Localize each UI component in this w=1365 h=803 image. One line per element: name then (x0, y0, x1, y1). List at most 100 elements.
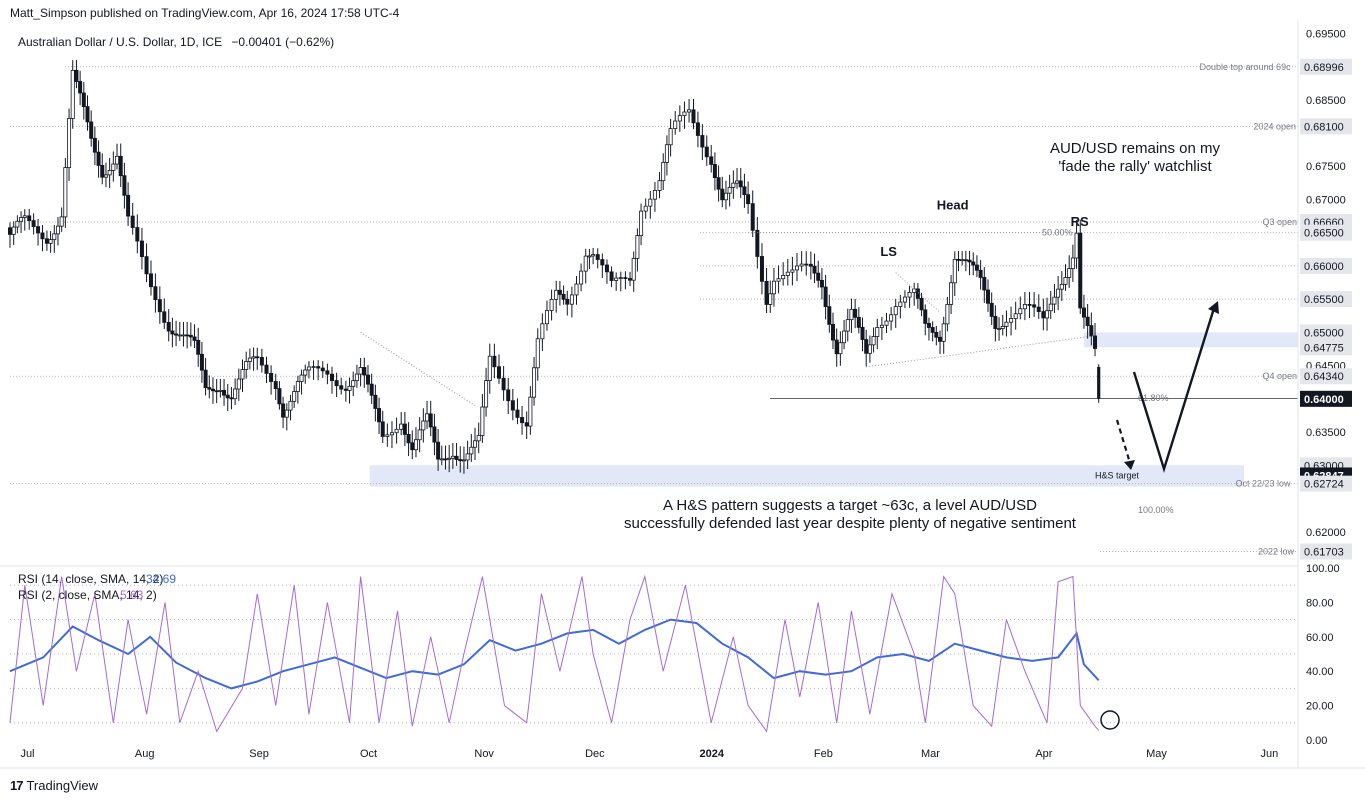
candle[interactable] (971, 252, 976, 276)
tradingview-logo[interactable]: 17 TradingView (10, 778, 98, 793)
candle[interactable] (410, 430, 415, 460)
candle[interactable] (657, 171, 662, 199)
candle[interactable] (652, 181, 657, 212)
candle[interactable] (554, 280, 559, 313)
candle[interactable] (394, 417, 399, 444)
candle[interactable] (11, 221, 16, 246)
candle[interactable] (755, 217, 760, 269)
candle[interactable] (849, 298, 854, 333)
candle[interactable] (199, 341, 204, 383)
candle[interactable] (1013, 301, 1018, 330)
candle[interactable] (402, 411, 407, 447)
candle[interactable] (450, 442, 455, 469)
candle[interactable] (557, 281, 562, 306)
candle[interactable] (804, 251, 809, 276)
candle[interactable] (934, 325, 939, 346)
candle[interactable] (207, 375, 212, 399)
candle[interactable] (771, 267, 776, 307)
candle[interactable] (635, 228, 640, 272)
candle[interactable] (92, 126, 97, 166)
candle[interactable] (85, 95, 90, 131)
candle[interactable] (281, 396, 286, 429)
candle[interactable] (373, 384, 378, 422)
candle[interactable] (380, 410, 385, 444)
candle[interactable] (614, 272, 619, 291)
candle[interactable] (808, 251, 813, 280)
candle[interactable] (139, 227, 144, 270)
candle[interactable] (750, 190, 755, 238)
candle[interactable] (746, 181, 751, 214)
candle[interactable] (15, 215, 20, 234)
candle[interactable] (742, 173, 747, 208)
candle[interactable] (735, 168, 740, 189)
candle[interactable] (320, 361, 325, 378)
candle[interactable] (78, 70, 83, 106)
candle[interactable] (723, 180, 728, 210)
candle[interactable] (170, 317, 175, 348)
candle[interactable] (912, 282, 917, 306)
candle[interactable] (790, 256, 795, 286)
candle[interactable] (1027, 291, 1032, 319)
candle[interactable] (956, 251, 961, 272)
candle[interactable] (845, 308, 850, 342)
candle[interactable] (413, 427, 418, 458)
candle[interactable] (709, 144, 714, 173)
candle[interactable] (989, 292, 994, 325)
candle[interactable] (354, 364, 359, 388)
candle[interactable] (177, 321, 182, 341)
candle[interactable] (1022, 291, 1027, 321)
candle[interactable] (1074, 219, 1079, 269)
candle[interactable] (1056, 275, 1061, 311)
candle[interactable] (623, 271, 628, 290)
candle[interactable] (196, 327, 201, 367)
candle[interactable] (842, 319, 847, 350)
candle[interactable] (609, 266, 614, 288)
candle[interactable] (334, 372, 339, 397)
candle[interactable] (96, 140, 101, 178)
candle[interactable] (1081, 294, 1086, 329)
candle[interactable] (830, 312, 835, 349)
candle[interactable] (351, 371, 356, 397)
candle[interactable] (417, 417, 422, 453)
candle[interactable] (569, 286, 574, 318)
candle[interactable] (501, 366, 506, 401)
candle[interactable] (799, 251, 804, 272)
candle[interactable] (595, 248, 600, 269)
candle[interactable] (687, 99, 692, 123)
candle[interactable] (574, 276, 579, 305)
candle[interactable] (668, 118, 673, 157)
candle[interactable] (727, 174, 732, 207)
candle[interactable] (583, 248, 588, 284)
candle[interactable] (993, 305, 998, 342)
candle[interactable] (795, 252, 800, 282)
candle[interactable] (185, 321, 190, 349)
candle[interactable] (781, 262, 786, 286)
candle[interactable] (52, 225, 57, 253)
candle[interactable] (74, 59, 79, 89)
candle[interactable] (118, 143, 123, 187)
candle[interactable] (251, 347, 256, 371)
candle[interactable] (1048, 290, 1053, 319)
candle[interactable] (587, 248, 592, 269)
candle[interactable] (496, 354, 501, 384)
candle[interactable] (476, 422, 481, 454)
candle[interactable] (915, 283, 920, 309)
candle[interactable] (879, 316, 884, 341)
candle[interactable] (27, 208, 32, 230)
candle[interactable] (661, 153, 666, 190)
candle[interactable] (648, 190, 653, 219)
candle[interactable] (700, 124, 705, 161)
candle[interactable] (919, 292, 924, 317)
candle[interactable] (704, 135, 709, 166)
candle[interactable] (561, 285, 566, 305)
candle[interactable] (247, 348, 252, 370)
candle[interactable] (311, 360, 316, 380)
candle[interactable] (115, 143, 120, 170)
candle[interactable] (480, 394, 485, 443)
candle[interactable] (273, 373, 278, 401)
candle[interactable] (36, 218, 41, 246)
candle[interactable] (292, 385, 297, 409)
candle[interactable] (506, 377, 511, 414)
candle[interactable] (524, 411, 529, 440)
candle[interactable] (1041, 298, 1046, 331)
